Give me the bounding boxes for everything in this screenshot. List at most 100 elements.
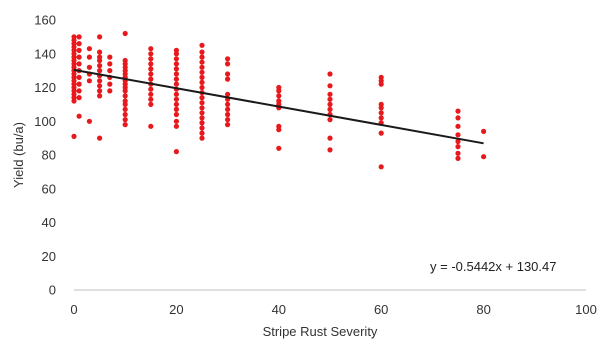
x-tick-label: 80 bbox=[476, 302, 490, 317]
y-tick-label: 60 bbox=[42, 181, 56, 196]
data-point bbox=[122, 30, 128, 37]
data-point bbox=[225, 111, 231, 118]
data-point bbox=[327, 83, 333, 89]
data-point bbox=[97, 135, 103, 141]
data-point bbox=[148, 123, 154, 129]
data-point bbox=[199, 135, 205, 141]
data-point bbox=[199, 42, 205, 48]
data-point bbox=[225, 106, 231, 112]
data-point bbox=[481, 128, 487, 134]
data-point bbox=[148, 46, 154, 52]
x-tick-label: 60 bbox=[374, 302, 388, 317]
data-point bbox=[455, 144, 461, 150]
data-point bbox=[199, 84, 205, 91]
data-point bbox=[148, 91, 154, 97]
data-point bbox=[481, 154, 487, 160]
data-point bbox=[199, 105, 205, 111]
data-point bbox=[173, 96, 179, 102]
data-point bbox=[97, 57, 103, 64]
y-axis-ticks: 0 20 40 60 80 100 120 140 160 bbox=[34, 13, 56, 298]
data-point bbox=[327, 71, 333, 77]
data-point bbox=[86, 54, 92, 60]
data-point bbox=[122, 122, 128, 128]
data-point bbox=[148, 71, 154, 77]
data-point bbox=[107, 61, 113, 67]
data-point bbox=[199, 64, 205, 70]
data-point bbox=[76, 34, 82, 40]
data-point bbox=[199, 69, 205, 75]
data-point bbox=[122, 101, 128, 107]
data-point bbox=[173, 111, 179, 118]
data-point bbox=[122, 93, 128, 99]
data-point bbox=[173, 56, 179, 62]
data-point bbox=[122, 111, 128, 118]
data-point bbox=[225, 91, 231, 97]
data-point bbox=[199, 120, 205, 126]
data-point bbox=[199, 74, 205, 80]
data-point bbox=[86, 46, 92, 52]
y-tick-label: 160 bbox=[34, 13, 56, 28]
data-point bbox=[107, 88, 113, 94]
data-point bbox=[76, 74, 82, 80]
x-axis-label: Stripe Rust Severity bbox=[263, 324, 378, 339]
data-point bbox=[148, 96, 154, 102]
trendline bbox=[73, 68, 484, 145]
data-point bbox=[225, 56, 231, 62]
data-point bbox=[148, 51, 154, 57]
data-point bbox=[199, 110, 205, 116]
data-point bbox=[107, 54, 113, 60]
data-point bbox=[455, 155, 461, 161]
y-tick-label: 20 bbox=[42, 249, 56, 264]
data-point bbox=[327, 135, 333, 141]
data-point bbox=[378, 164, 384, 170]
data-point bbox=[225, 117, 231, 123]
data-point bbox=[97, 83, 103, 89]
data-point bbox=[173, 61, 179, 67]
data-point bbox=[199, 95, 205, 101]
data-point bbox=[71, 98, 77, 104]
data-point bbox=[455, 132, 461, 138]
data-point bbox=[225, 61, 231, 67]
data-point bbox=[173, 51, 179, 57]
data-point bbox=[122, 106, 128, 112]
data-point bbox=[225, 71, 231, 77]
data-point bbox=[86, 78, 92, 84]
y-tick-label: 0 bbox=[49, 283, 56, 298]
y-axis-label: Yield (bu/a) bbox=[11, 122, 26, 188]
data-point bbox=[199, 49, 205, 55]
x-axis-ticks: 0 20 40 60 80 100 bbox=[70, 302, 596, 317]
x-tick-label: 100 bbox=[575, 302, 597, 317]
data-point bbox=[76, 95, 82, 101]
data-point bbox=[148, 86, 154, 92]
data-point bbox=[173, 118, 179, 124]
data-point bbox=[148, 56, 154, 62]
data-point bbox=[199, 59, 205, 65]
data-point bbox=[199, 115, 205, 121]
data-point bbox=[455, 138, 461, 145]
data-point bbox=[173, 101, 179, 107]
data-point bbox=[97, 34, 103, 40]
data-point bbox=[76, 61, 82, 67]
data-point bbox=[173, 81, 179, 87]
data-point bbox=[97, 63, 103, 69]
data-point bbox=[327, 101, 333, 107]
data-point bbox=[76, 41, 82, 47]
data-point bbox=[276, 93, 282, 99]
data-point bbox=[97, 49, 103, 55]
data-point bbox=[148, 76, 154, 82]
data-points bbox=[71, 30, 487, 170]
data-point bbox=[76, 113, 82, 119]
y-tick-label: 40 bbox=[42, 215, 56, 230]
data-point bbox=[378, 130, 384, 136]
data-point bbox=[225, 122, 231, 128]
data-point bbox=[225, 101, 231, 107]
data-point bbox=[86, 64, 92, 70]
data-point bbox=[327, 106, 333, 112]
data-point bbox=[173, 149, 179, 155]
data-point bbox=[378, 81, 384, 87]
data-point bbox=[97, 68, 103, 74]
data-point bbox=[455, 150, 461, 156]
y-tick-label: 140 bbox=[34, 46, 56, 61]
x-tick-label: 0 bbox=[70, 302, 77, 317]
